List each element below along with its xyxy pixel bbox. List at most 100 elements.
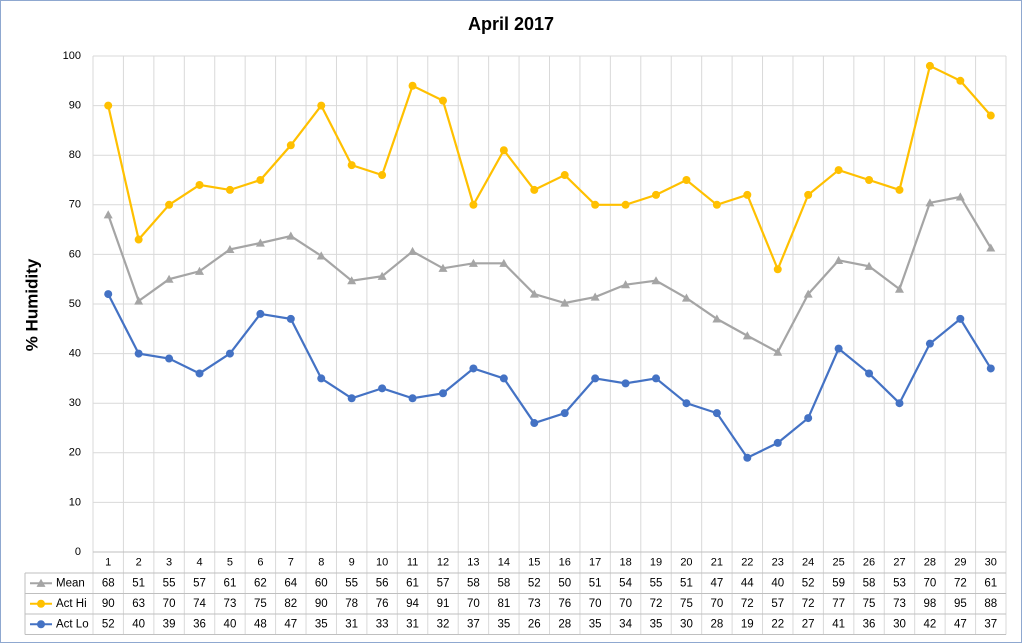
data-point bbox=[742, 331, 752, 340]
data-point bbox=[195, 266, 205, 275]
table-cell: 44 bbox=[741, 577, 754, 589]
x-tick-label: 4 bbox=[196, 556, 202, 568]
table-cell: 35 bbox=[315, 618, 328, 630]
data-point bbox=[986, 111, 995, 120]
data-point bbox=[104, 101, 113, 110]
data-point bbox=[865, 369, 874, 378]
x-tick-label: 18 bbox=[619, 556, 631, 568]
x-tick-label: 8 bbox=[318, 556, 324, 568]
y-tick-label: 100 bbox=[63, 50, 81, 62]
table-cell: 75 bbox=[254, 598, 267, 610]
x-tick-label: 22 bbox=[741, 556, 753, 568]
y-tick-label: 80 bbox=[69, 149, 81, 161]
data-point bbox=[286, 314, 295, 323]
data-point bbox=[803, 289, 813, 298]
data-point bbox=[925, 198, 935, 207]
y-tick-label: 10 bbox=[69, 496, 81, 508]
table-cell: 52 bbox=[802, 577, 815, 589]
table-cell: 53 bbox=[893, 577, 906, 589]
table-cell: 64 bbox=[284, 577, 297, 589]
data-point bbox=[347, 394, 356, 403]
data-point bbox=[773, 265, 782, 274]
data-point bbox=[652, 190, 661, 199]
data-point bbox=[256, 309, 265, 318]
series-line bbox=[107, 195, 992, 354]
data-point bbox=[681, 293, 691, 302]
data-point bbox=[682, 176, 691, 184]
table-cell: 36 bbox=[193, 618, 206, 630]
data-point bbox=[925, 61, 934, 70]
y-tick-label: 30 bbox=[69, 397, 81, 409]
table-cell: 72 bbox=[650, 598, 663, 610]
y-axis-title: % Humidity bbox=[22, 258, 41, 351]
data-point bbox=[834, 166, 843, 175]
table-cell: 72 bbox=[954, 577, 967, 589]
x-tick-label: 9 bbox=[349, 556, 355, 568]
data-point bbox=[621, 379, 630, 388]
table-cell: 76 bbox=[376, 598, 389, 610]
x-tick-label: 3 bbox=[166, 556, 172, 568]
data-point bbox=[195, 369, 204, 378]
table-cell: 47 bbox=[954, 618, 967, 630]
data-point bbox=[164, 274, 174, 283]
data-point bbox=[438, 263, 448, 272]
data-point bbox=[925, 339, 934, 348]
data-point bbox=[408, 394, 417, 403]
data-point bbox=[743, 190, 752, 199]
data-point bbox=[499, 146, 508, 155]
table-cell: 40 bbox=[132, 618, 145, 630]
data-point bbox=[956, 314, 965, 323]
table-cell: 31 bbox=[345, 618, 358, 630]
data-point bbox=[103, 210, 113, 219]
table-cell: 90 bbox=[102, 598, 115, 610]
x-tick-label: 13 bbox=[467, 556, 479, 568]
legend-key-marker bbox=[36, 578, 46, 587]
table-cell: 60 bbox=[315, 577, 328, 589]
data-point bbox=[894, 284, 904, 293]
data-point bbox=[590, 292, 600, 301]
x-tick-label: 10 bbox=[376, 556, 388, 568]
legend-key-marker bbox=[37, 620, 45, 629]
table-cell: 51 bbox=[589, 577, 602, 589]
data-point bbox=[865, 176, 874, 184]
table-cell: 55 bbox=[163, 577, 176, 589]
table-cell: 57 bbox=[771, 598, 784, 610]
table-cell: 32 bbox=[437, 618, 450, 630]
table-cell: 72 bbox=[741, 598, 754, 610]
y-tick-label: 70 bbox=[69, 199, 81, 211]
data-point bbox=[286, 231, 296, 240]
table-cell: 58 bbox=[863, 577, 876, 589]
data-point bbox=[834, 255, 844, 264]
x-tick-label: 11 bbox=[407, 556, 418, 568]
data-point bbox=[621, 280, 631, 289]
y-tick-label: 60 bbox=[69, 248, 81, 260]
data-point bbox=[651, 276, 661, 285]
table-cell: 39 bbox=[163, 618, 176, 630]
x-tick-label: 7 bbox=[288, 556, 294, 568]
data-point bbox=[438, 389, 447, 398]
x-tick-label: 15 bbox=[528, 556, 540, 568]
table-cell: 40 bbox=[771, 577, 784, 589]
data-point bbox=[712, 409, 721, 418]
data-point bbox=[529, 289, 539, 298]
data-point bbox=[652, 374, 661, 383]
table-cell: 70 bbox=[710, 598, 723, 610]
series-line bbox=[107, 293, 992, 460]
data-point bbox=[804, 414, 813, 423]
table-cell: 27 bbox=[802, 618, 815, 630]
data-point bbox=[408, 81, 417, 90]
series-line bbox=[107, 64, 992, 273]
table-cell: 77 bbox=[832, 598, 845, 610]
table-cell: 59 bbox=[832, 577, 845, 589]
data-point bbox=[347, 276, 357, 285]
x-tick-label: 20 bbox=[680, 556, 692, 568]
data-point bbox=[195, 180, 204, 189]
data-point bbox=[499, 258, 509, 267]
x-tick-label: 19 bbox=[650, 556, 662, 568]
y-tick-label: 90 bbox=[69, 100, 81, 112]
table-cell: 52 bbox=[528, 577, 541, 589]
table-cell: 40 bbox=[224, 618, 237, 630]
x-tick-label: 24 bbox=[802, 556, 814, 568]
data-point bbox=[986, 364, 995, 373]
